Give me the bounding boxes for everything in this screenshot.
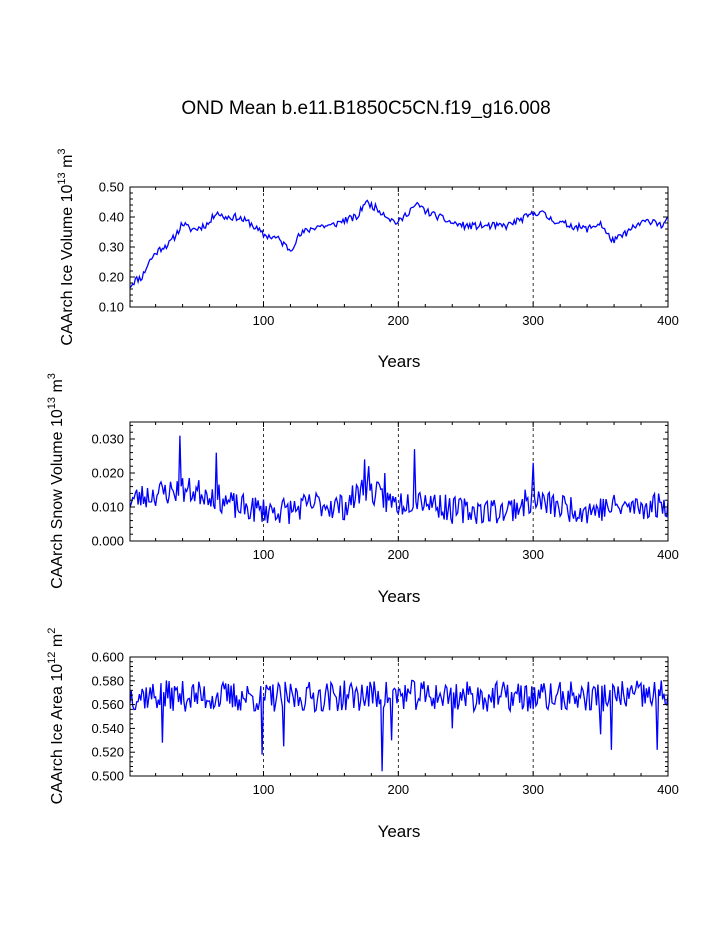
xlabel-ice-volume: Years bbox=[378, 352, 421, 371]
svg-text:CAArch Ice Area 1012 m2: CAArch Ice Area 1012 m2 bbox=[46, 628, 66, 805]
svg-text:CAArch Ice Volume 1013 m3: CAArch Ice Volume 1013 m3 bbox=[56, 148, 76, 345]
y-tick-label: 0.50 bbox=[99, 180, 124, 195]
y-tick-label: 0.030 bbox=[91, 432, 124, 447]
y-tick-label: 0.520 bbox=[91, 745, 124, 760]
ylabel-main: CAArch Ice Area 10 bbox=[49, 664, 66, 805]
ylabel-snow-volume: CAArch Snow Volume 1013 m3 bbox=[46, 373, 66, 589]
svg-text:CAArch Snow Volume 1013 m3: CAArch Snow Volume 1013 m3 bbox=[46, 373, 66, 589]
x-tick-label: 400 bbox=[657, 313, 679, 328]
panel-ice-volume: CAArch Ice Volume 1013 m3 Years 100 200 30… bbox=[56, 148, 679, 371]
plot-frame bbox=[129, 186, 669, 308]
ylabel-unit: m bbox=[49, 379, 66, 397]
y-tick-label: 0.30 bbox=[99, 240, 124, 255]
ylabel-unit-exp: 3 bbox=[56, 148, 68, 154]
y-tick-label: 0.540 bbox=[91, 721, 124, 736]
ylabel-unit: m bbox=[49, 634, 66, 652]
plot-frame bbox=[129, 656, 669, 777]
ylabel-exp: 12 bbox=[46, 652, 58, 664]
x-tick-label: 400 bbox=[657, 547, 679, 562]
y-tick-label: 0.580 bbox=[91, 673, 124, 688]
y-tick-label: 0.000 bbox=[91, 534, 124, 549]
ylabel-unit-exp: 2 bbox=[46, 628, 58, 634]
ylabel-main: CAArch Snow Volume 10 bbox=[49, 409, 66, 589]
y-tick-label: 0.20 bbox=[99, 270, 124, 285]
series-line bbox=[129, 199, 669, 289]
y-tick-label: 0.10 bbox=[99, 300, 124, 315]
x-tick-label: 100 bbox=[253, 313, 275, 328]
ylabel-unit: m bbox=[59, 155, 76, 173]
panel-snow-volume: CAArch Snow Volume 1013 m3 Years 100 200 3… bbox=[46, 373, 679, 606]
y-tick-label: 0.010 bbox=[91, 500, 124, 515]
ylabel-ice-volume: CAArch Ice Volume 1013 m3 bbox=[56, 148, 76, 345]
figure-title: OND Mean b.e11.B1850C5CN.f19_g16.008 bbox=[181, 98, 550, 119]
ylabel-unit-exp: 3 bbox=[46, 373, 58, 379]
y-tick-label: 0.600 bbox=[91, 650, 124, 665]
series-line bbox=[129, 435, 669, 525]
panel-ice-area: CAArch Ice Area 1012 m2 Years 100 200 300 4… bbox=[46, 628, 679, 841]
plot-frame bbox=[129, 421, 669, 542]
x-tick-label: 200 bbox=[387, 547, 409, 562]
x-tick-label: 200 bbox=[387, 313, 409, 328]
x-tick-label: 300 bbox=[522, 547, 544, 562]
y-tick-label: 0.020 bbox=[91, 466, 124, 481]
y-tick-label: 0.560 bbox=[91, 697, 124, 712]
xlabel-ice-area: Years bbox=[378, 822, 421, 841]
ylabel-exp: 13 bbox=[46, 397, 58, 409]
y-tick-label: 0.500 bbox=[91, 769, 124, 784]
x-tick-label: 300 bbox=[522, 313, 544, 328]
ylabel-ice-area: CAArch Ice Area 1012 m2 bbox=[46, 628, 66, 805]
y-tick-label: 0.40 bbox=[99, 210, 124, 225]
ylabel-exp: 13 bbox=[56, 172, 68, 184]
x-tick-label: 100 bbox=[253, 782, 275, 797]
series-line bbox=[129, 679, 669, 772]
xlabel-snow-volume: Years bbox=[378, 587, 421, 606]
x-tick-label: 100 bbox=[253, 547, 275, 562]
x-tick-label: 400 bbox=[657, 782, 679, 797]
x-tick-label: 300 bbox=[522, 782, 544, 797]
x-tick-label: 200 bbox=[387, 782, 409, 797]
ylabel-main: CAArch Ice Volume 10 bbox=[59, 184, 76, 345]
